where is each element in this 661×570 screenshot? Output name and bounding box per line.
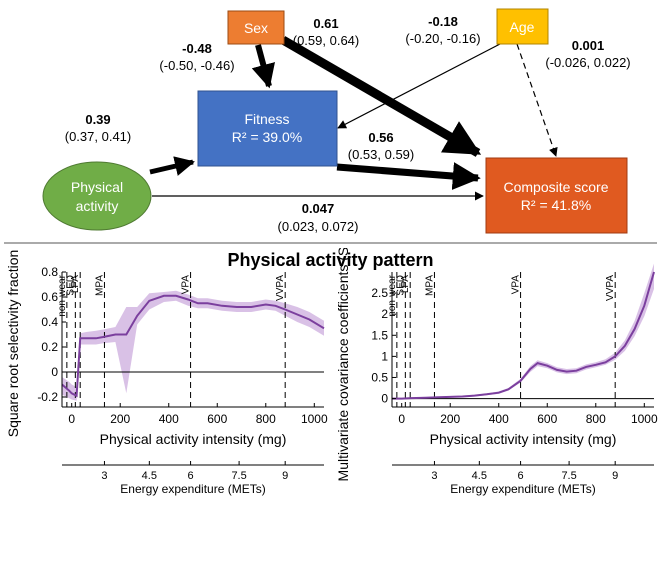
x-tick-label: 200 bbox=[110, 412, 130, 426]
coef-pa-composite: 0.047 bbox=[302, 201, 335, 216]
coef-fitness-composite: 0.56 bbox=[368, 130, 393, 145]
composite-score-r2: R² = 41.8% bbox=[521, 197, 591, 213]
coef-age-fitness: -0.18 bbox=[428, 14, 458, 29]
chart-right: non-wearSEDLPAMPAVPAVVPA00.511.522.50200… bbox=[335, 248, 658, 496]
physical-activity-label-line1: Physical bbox=[71, 179, 123, 195]
y-tick-label: 1 bbox=[381, 349, 388, 363]
y-axis-label: Multivariate covariance coefficients (SD… bbox=[335, 248, 351, 481]
series-line bbox=[392, 271, 655, 400]
ci-age-fitness: (-0.20, -0.16) bbox=[405, 31, 480, 46]
met-tick-label: 6 bbox=[188, 470, 194, 482]
confidence-band bbox=[62, 290, 324, 401]
fitness-node-label: Fitness bbox=[244, 111, 289, 127]
met-tick-label: 6 bbox=[518, 470, 524, 482]
met-tick-label: 4.5 bbox=[472, 470, 487, 482]
met-tick-label: 7.5 bbox=[561, 470, 576, 482]
x-axis-label: Physical activity intensity (mg) bbox=[430, 431, 617, 447]
cut-line-label: LPA bbox=[400, 275, 411, 293]
y-tick-label: 0 bbox=[381, 392, 388, 406]
x-tick-label: 0 bbox=[398, 412, 405, 426]
path-diagram: Sex Age Fitness R² = 39.0% Physical acti… bbox=[4, 8, 657, 244]
physical-activity-label-line2: activity bbox=[76, 198, 119, 214]
arrow-fitness-composite bbox=[336, 162, 481, 190]
met-tick-label: 3 bbox=[101, 470, 107, 482]
y-tick-label: 0.4 bbox=[41, 315, 58, 329]
physical-activity-node bbox=[42, 161, 152, 231]
x-axis-label: Physical activity intensity (mg) bbox=[100, 431, 287, 447]
met-tick-label: 4.5 bbox=[142, 470, 157, 482]
fitness-node-r2: R² = 39.0% bbox=[232, 129, 302, 145]
x-tick-label: 400 bbox=[489, 412, 509, 426]
coef-pa-fitness: 0.39 bbox=[85, 112, 110, 127]
ci-pa-fitness: (0.37, 0.41) bbox=[65, 129, 132, 144]
x-tick-label: 200 bbox=[440, 412, 460, 426]
arrow-pa-fitness bbox=[149, 156, 195, 176]
cut-line-label: SED bbox=[395, 275, 406, 296]
cut-line-label: MPA bbox=[94, 275, 105, 296]
cut-line-label: SED bbox=[65, 275, 76, 296]
arrow-sex-fitness bbox=[251, 44, 275, 89]
x-tick-label: 400 bbox=[159, 412, 179, 426]
cut-line-label: VPA bbox=[511, 275, 522, 295]
met-tick-label: 9 bbox=[612, 470, 618, 482]
sex-node-label: Sex bbox=[244, 20, 268, 36]
met-axis-label: Energy expenditure (METs) bbox=[450, 482, 595, 496]
y-axis-label: Square root selectivity fraction bbox=[5, 250, 21, 438]
y-tick-label: 0.5 bbox=[371, 370, 388, 384]
ci-fitness-composite: (0.53, 0.59) bbox=[348, 147, 415, 162]
cut-line-label: LPA bbox=[70, 275, 81, 293]
met-tick-label: 3 bbox=[431, 470, 437, 482]
arrow-sex-composite bbox=[280, 36, 482, 157]
x-tick-label: 800 bbox=[256, 412, 276, 426]
y-tick-label: 0.6 bbox=[41, 290, 58, 304]
x-tick-label: 800 bbox=[586, 412, 606, 426]
ci-sex-composite: (0.59, 0.64) bbox=[293, 33, 360, 48]
coef-sex-composite: 0.61 bbox=[313, 16, 338, 31]
cut-line-label: VVPA bbox=[605, 275, 616, 301]
ci-age-composite: (-0.026, 0.022) bbox=[545, 55, 630, 70]
x-tick-label: 1000 bbox=[301, 412, 328, 426]
met-axis-label: Energy expenditure (METs) bbox=[120, 482, 265, 496]
cut-line-label: VVPA bbox=[275, 275, 286, 301]
chart-left: non-wearSEDLPAMPAVPAVVPA-0.200.20.40.60.… bbox=[5, 250, 328, 496]
age-node-label: Age bbox=[510, 19, 535, 35]
coef-age-composite: 0.001 bbox=[572, 38, 605, 53]
y-tick-label: 2 bbox=[381, 307, 388, 321]
fitness-node bbox=[197, 90, 338, 167]
coef-sex-fitness: -0.48 bbox=[182, 41, 212, 56]
composite-score-label: Composite score bbox=[503, 179, 608, 195]
section-title: Physical activity pattern bbox=[227, 250, 434, 270]
y-tick-label: 0.8 bbox=[41, 265, 58, 279]
ci-pa-composite: (0.023, 0.072) bbox=[278, 219, 359, 234]
x-tick-label: 0 bbox=[68, 412, 75, 426]
x-tick-label: 600 bbox=[207, 412, 227, 426]
cut-line-label: MPA bbox=[424, 275, 435, 296]
sex-node bbox=[227, 10, 285, 45]
composite-score-node bbox=[485, 157, 628, 234]
ci-sex-fitness: (-0.50, -0.46) bbox=[159, 58, 234, 73]
y-tick-label: -0.2 bbox=[37, 390, 58, 404]
y-tick-label: 0 bbox=[51, 365, 58, 379]
age-node bbox=[496, 8, 549, 45]
arrow-age-fitness bbox=[337, 43, 501, 129]
x-tick-label: 600 bbox=[537, 412, 557, 426]
met-tick-label: 7.5 bbox=[231, 470, 246, 482]
y-tick-label: 0.2 bbox=[41, 340, 58, 354]
series-line bbox=[61, 294, 325, 398]
x-tick-label: 1000 bbox=[631, 412, 658, 426]
met-tick-label: 9 bbox=[282, 470, 288, 482]
cut-line-label: VPA bbox=[181, 275, 192, 295]
y-tick-label: 2.5 bbox=[371, 286, 388, 300]
y-tick-label: 1.5 bbox=[371, 328, 388, 342]
